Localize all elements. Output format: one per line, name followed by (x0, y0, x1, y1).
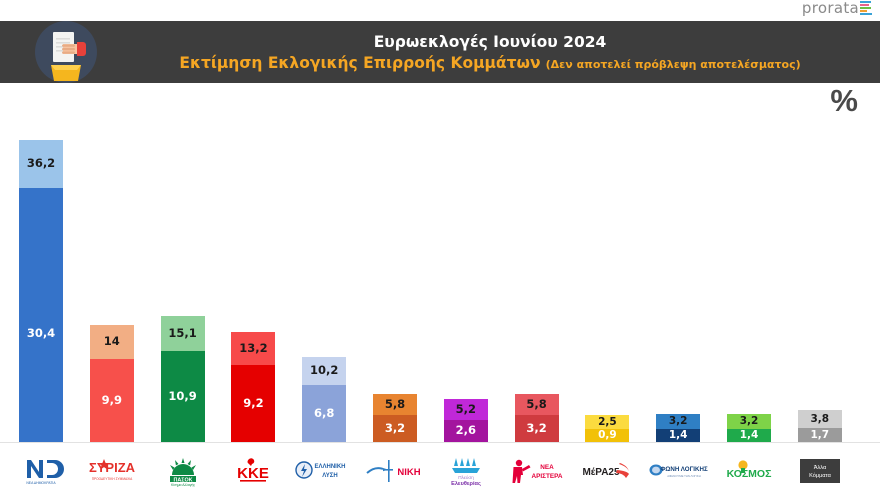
mera25-logo: ΜέΡΑ25 (571, 449, 643, 493)
bar-segment-bottom: 10,9 (160, 351, 205, 442)
svg-text:ΠΑΣΟΚ: ΠΑΣΟΚ (173, 477, 192, 483)
page-title: Ευρωεκλογές Ιουνίου 2024 (373, 32, 607, 51)
svg-text:ΑΦΗΝΟΥΜΕ ΤΗΝ ΛΟΓΙΚΗ: ΑΦΗΝΟΥΜΕ ΤΗΝ ΛΟΓΙΚΗ (667, 474, 701, 478)
niki-logo: ΝΙΚΗ (359, 449, 431, 493)
svg-text:Πλεύση: Πλεύση (458, 474, 474, 480)
elliniki-lysi-logo: ΕΛΛΗΝΙΚΗ ΛΥΣΗ (288, 449, 360, 493)
bar-12[interactable]: 3,8 1,7 (797, 410, 842, 442)
svg-text:ΦΩΝΗ ΛΟΓΙΚΗΣ: ΦΩΝΗ ΛΟΓΙΚΗΣ (661, 466, 709, 473)
svg-text:Κίνημα Αλλαγής: Κίνημα Αλλαγής (171, 483, 195, 487)
bar-segment-top: 15,1 (160, 315, 205, 351)
alla-kommata-logo: Άλλα Κόμματα (784, 449, 856, 493)
svg-text:ΕΛΛΗΝΙΚΗ: ΕΛΛΗΝΙΚΗ (315, 464, 346, 470)
bar-9[interactable]: 2,5 0,9 (585, 415, 630, 442)
bar-segment-bottom: 9,9 (89, 359, 134, 442)
plefsi-eleftherias-logo: Πλεύση Ελευθερίας (430, 449, 502, 493)
svg-text:ΑΡΙΣΤΕΡΑ: ΑΡΙΣΤΕΡΑ (531, 473, 562, 480)
ballot-hand-icon (33, 19, 99, 85)
syriza-logo: ΣΥΡΙΖΑ ΠΡΟΟΔΕΥΤΙΚΗ ΣΥΜΜΑΧΙΑ (76, 449, 148, 493)
chart-baseline (0, 442, 880, 443)
bar-segment-top: 5,8 (514, 393, 559, 416)
page-subtitle-note: (Δεν αποτελεί πρόβλεψη αποτελέσματος) (545, 57, 801, 71)
bar-8[interactable]: 5,8 3,2 (514, 393, 559, 442)
bar-segment-bottom: 9,2 (231, 365, 276, 442)
svg-text:ΚΟΣΜΟΣ: ΚΟΣΜΟΣ (727, 468, 772, 480)
bar-segment-bottom: 2,6 (443, 420, 488, 442)
svg-text:ΠΡΟΟΔΕΥΤΙΚΗ ΣΥΜΜΑΧΙΑ: ΠΡΟΟΔΕΥΤΙΚΗ ΣΥΜΜΑΧΙΑ (92, 477, 133, 481)
bar-10[interactable]: 3,2 1,4 (656, 413, 701, 442)
svg-text:Άλλα: Άλλα (814, 465, 827, 471)
bar-11[interactable]: 3,2 1,4 (727, 413, 771, 442)
bar-segment-top: 3,2 (727, 413, 771, 429)
bar-segment-bottom: 3,2 (514, 415, 559, 442)
svg-text:ΛΥΣΗ: ΛΥΣΗ (322, 473, 337, 479)
bar-segment-bottom: 30,4 (19, 188, 63, 442)
bar-2[interactable]: 14 9,9 (89, 325, 134, 442)
svg-text:ΣΥΡΙΖΑ: ΣΥΡΙΖΑ (89, 460, 136, 475)
bar-segment-top: 5,2 (443, 398, 488, 421)
kosmos-logo: ΚΟΣΜΟΣ (713, 449, 785, 493)
bar-1[interactable]: 36,2 30,4 (19, 139, 63, 442)
bar-segment-bottom: 3,2 (373, 415, 417, 442)
nea-aristera-logo: ΝΕΑ ΑΡΙΣΤΕΡΑ (501, 449, 573, 493)
nea-dimokratia-logo: ΝΕΑ ΔΗΜΟΚΡΑΤΙΑ (5, 449, 77, 493)
page-subtitle: Εκτίμηση Εκλογικής Επιρροής Κομμάτων (179, 53, 541, 72)
prorata-logo: prorata (802, 1, 872, 16)
bar-6[interactable]: 5,8 3,2 (373, 393, 417, 442)
bar-3[interactable]: 15,1 10,9 (160, 315, 205, 442)
svg-text:ΝΙΚΗ: ΝΙΚΗ (397, 467, 420, 478)
bar-segment-top: 2,5 (585, 415, 630, 429)
svg-text:Κόμματα: Κόμματα (809, 472, 832, 479)
header-text-block: Ευρωεκλογές Ιουνίου 2024 Εκτίμηση Εκλογι… (120, 23, 860, 81)
bar-segment-top: 36,2 (19, 139, 63, 189)
bar-segment-bottom: 1,7 (797, 427, 842, 442)
percent-unit-label: % (830, 83, 858, 118)
foni-logikis-logo: ΦΩΝΗ ΛΟΓΙΚΗΣ ΑΦΗΝΟΥΜΕ ΤΗΝ ΛΟΓΙΚΗ (642, 449, 714, 493)
prorata-bars-icon (860, 1, 872, 16)
bar-segment-bottom: 1,4 (656, 429, 701, 442)
bar-4[interactable]: 13,2 9,2 (231, 331, 276, 442)
bar-chart: 36,2 30,4 14 9,9 15,1 10,9 13,2 9,2 10,2 6,8 5,8 3,… (0, 88, 880, 495)
bar-segment-top: 10,2 (302, 356, 347, 386)
svg-text:ΝΕΑ: ΝΕΑ (540, 464, 554, 471)
brand-strip: prorata (0, 0, 880, 20)
svg-text:ΜέΡΑ25: ΜέΡΑ25 (583, 467, 621, 478)
bar-segment-bottom: 0,9 (585, 429, 630, 442)
svg-text:Ελευθερίας: Ελευθερίας (451, 481, 481, 487)
bar-7[interactable]: 5,2 2,6 (443, 398, 488, 442)
pasok-logo: ΠΑΣΟΚ Κίνημα Αλλαγής (147, 449, 219, 493)
svg-text:ΚΚΕ: ΚΚΕ (238, 465, 270, 482)
svg-text:ΝΕΑ ΔΗΜΟΚΡΑΤΙΑ: ΝΕΑ ΔΗΜΟΚΡΑΤΙΑ (26, 481, 56, 485)
kke-logo: ΚΚΕ (217, 449, 289, 493)
prorata-wordmark: prorata (801, 0, 859, 17)
header-subtitle-row: Εκτίμηση Εκλογικής Επιρροής Κομμάτων (Δε… (179, 53, 800, 72)
header-band (0, 21, 880, 83)
bar-segment-bottom: 1,4 (727, 429, 771, 442)
bar-segment-bottom: 6,8 (302, 385, 347, 442)
bar-segment-top: 5,8 (373, 393, 417, 416)
bar-segment-top: 13,2 (231, 331, 276, 366)
bar-segment-top: 3,2 (656, 413, 701, 429)
bar-segment-top: 14 (89, 325, 134, 360)
bar-segment-top: 3,8 (797, 410, 842, 428)
bar-5[interactable]: 10,2 6,8 (302, 356, 347, 442)
